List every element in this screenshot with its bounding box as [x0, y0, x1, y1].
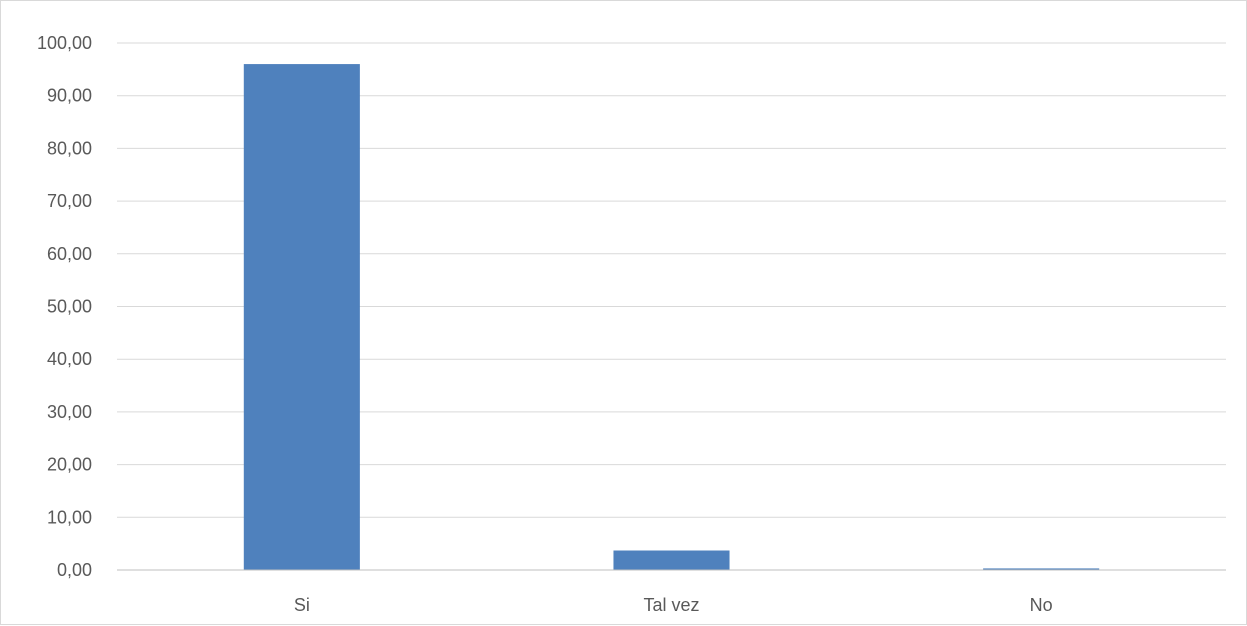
y-tick-label: 100,00 [37, 33, 92, 53]
y-tick-label: 50,00 [47, 297, 92, 317]
y-tick-label: 90,00 [47, 86, 92, 106]
y-tick-label: 30,00 [47, 402, 92, 422]
y-tick-label: 70,00 [47, 191, 92, 211]
y-tick-label: 40,00 [47, 349, 92, 369]
x-tick-label: Tal vez [643, 595, 699, 615]
y-tick-label: 20,00 [47, 455, 92, 475]
y-axis-ticks: 0,00 10,00 20,00 30,00 40,00 50,00 60,00 70,00 8… [37, 33, 92, 580]
bar-si [243, 64, 360, 570]
x-tick-label: No [1030, 595, 1053, 615]
x-tick-label: Si [294, 595, 310, 615]
bars [117, 64, 1226, 571]
y-tick-label: 80,00 [47, 138, 92, 158]
x-axis-ticks: Si Tal vez No [294, 595, 1053, 615]
bar-no [983, 568, 1100, 570]
bar-tal-vez [613, 550, 730, 570]
y-tick-label: 60,00 [47, 244, 92, 264]
y-tick-label: 10,00 [47, 507, 92, 527]
y-tick-label: 0,00 [57, 560, 92, 580]
